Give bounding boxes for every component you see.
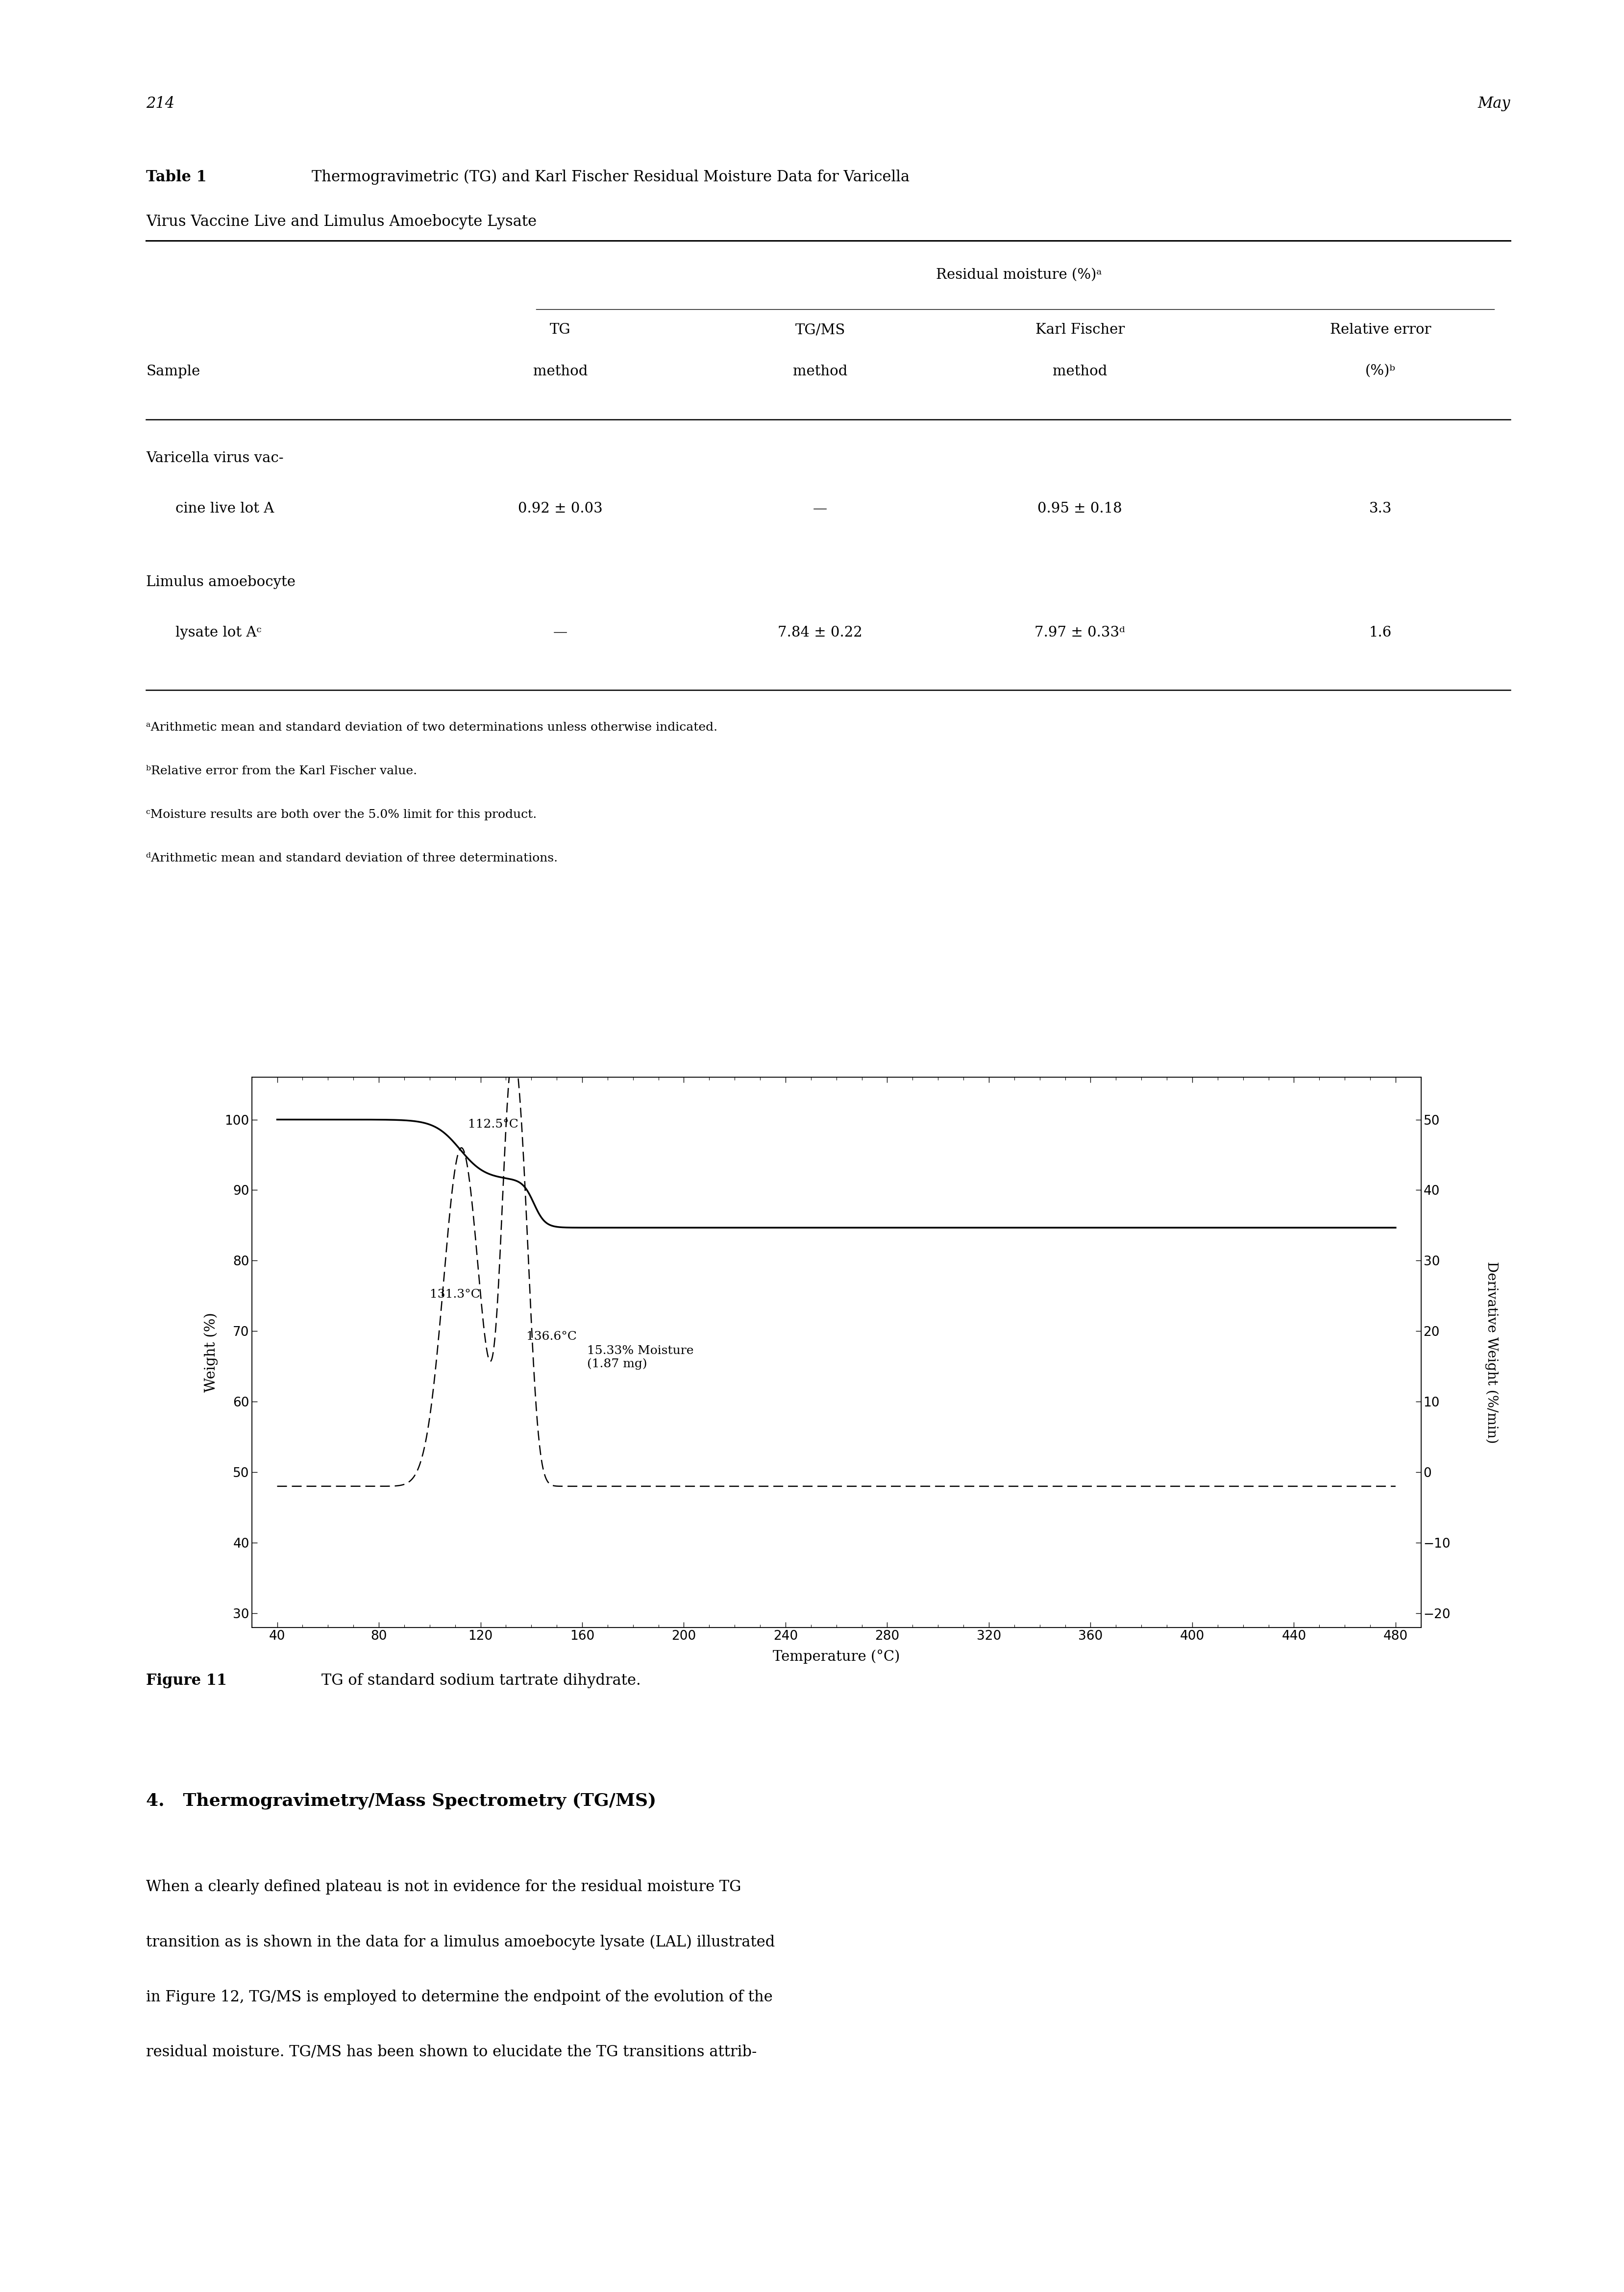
Text: Virus Vaccine Live and Limulus Amoebocyte Lysate: Virus Vaccine Live and Limulus Amoebocyt… xyxy=(146,213,538,229)
Text: TG/MS: TG/MS xyxy=(796,323,844,337)
Text: —: — xyxy=(814,502,827,516)
Text: cine live lot A: cine live lot A xyxy=(175,502,274,516)
Text: Karl Fischer: Karl Fischer xyxy=(1036,323,1124,337)
Text: 136.6°C: 136.6°C xyxy=(526,1332,577,1343)
Text: Figure 11: Figure 11 xyxy=(146,1673,227,1689)
Text: 3.3: 3.3 xyxy=(1369,502,1392,516)
Text: ᵃArithmetic mean and standard deviation of two determinations unless otherwise i: ᵃArithmetic mean and standard deviation … xyxy=(146,722,718,733)
Text: 214: 214 xyxy=(146,96,175,112)
Text: 112.5°C: 112.5°C xyxy=(468,1118,518,1130)
Text: TG: TG xyxy=(551,323,570,337)
Text: Relative error: Relative error xyxy=(1330,323,1431,337)
Text: Table 1: Table 1 xyxy=(146,170,206,186)
Text: Varicella virus vac-: Varicella virus vac- xyxy=(146,452,284,465)
Text: Limulus amoebocyte: Limulus amoebocyte xyxy=(146,575,296,589)
Text: method: method xyxy=(793,364,848,378)
Text: 4.   Thermogravimetry/Mass Spectrometry (TG/MS): 4. Thermogravimetry/Mass Spectrometry (T… xyxy=(146,1792,656,1808)
Text: When a clearly defined plateau is not in evidence for the residual moisture TG: When a clearly defined plateau is not in… xyxy=(146,1879,741,1895)
Text: Thermogravimetric (TG) and Karl Fischer Residual Moisture Data for Varicella: Thermogravimetric (TG) and Karl Fischer … xyxy=(312,170,909,186)
Text: 7.84 ± 0.22: 7.84 ± 0.22 xyxy=(778,626,862,639)
Text: —: — xyxy=(554,626,567,639)
Text: Residual moisture (%)ᵃ: Residual moisture (%)ᵃ xyxy=(935,268,1103,282)
Text: 1.6: 1.6 xyxy=(1369,626,1392,639)
Text: (%)ᵇ: (%)ᵇ xyxy=(1366,364,1395,378)
Text: 131.3°C: 131.3°C xyxy=(430,1288,481,1300)
Text: 7.97 ± 0.33ᵈ: 7.97 ± 0.33ᵈ xyxy=(1034,626,1125,639)
Text: 0.92 ± 0.03: 0.92 ± 0.03 xyxy=(518,502,603,516)
Text: TG of standard sodium tartrate dihydrate.: TG of standard sodium tartrate dihydrate… xyxy=(322,1673,641,1689)
Text: lysate lot Aᶜ: lysate lot Aᶜ xyxy=(175,626,261,639)
Text: method: method xyxy=(1052,364,1108,378)
Text: ᵈArithmetic mean and standard deviation of three determinations.: ᵈArithmetic mean and standard deviation … xyxy=(146,853,559,864)
Text: May: May xyxy=(1478,96,1510,112)
Text: 15.33% Moisture
(1.87 mg): 15.33% Moisture (1.87 mg) xyxy=(588,1345,693,1371)
Text: 0.95 ± 0.18: 0.95 ± 0.18 xyxy=(1038,502,1122,516)
Text: ᶜMoisture results are both over the 5.0% limit for this product.: ᶜMoisture results are both over the 5.0%… xyxy=(146,809,538,821)
Y-axis label: Weight (%): Weight (%) xyxy=(203,1313,218,1391)
Text: in Figure 12, TG/MS is employed to determine the endpoint of the evolution of th: in Figure 12, TG/MS is employed to deter… xyxy=(146,1989,773,2006)
X-axis label: Temperature (°C): Temperature (°C) xyxy=(773,1650,900,1664)
Text: ᵇRelative error from the Karl Fischer value.: ᵇRelative error from the Karl Fischer va… xyxy=(146,766,417,777)
Text: residual moisture. TG/MS has been shown to elucidate the TG transitions attrib-: residual moisture. TG/MS has been shown … xyxy=(146,2044,757,2061)
Text: Sample: Sample xyxy=(146,364,200,378)
Text: method: method xyxy=(533,364,588,378)
Text: transition as is shown in the data for a limulus amoebocyte lysate (LAL) illustr: transition as is shown in the data for a… xyxy=(146,1934,775,1950)
Y-axis label: Derivative Weight (%/min): Derivative Weight (%/min) xyxy=(1484,1261,1499,1444)
